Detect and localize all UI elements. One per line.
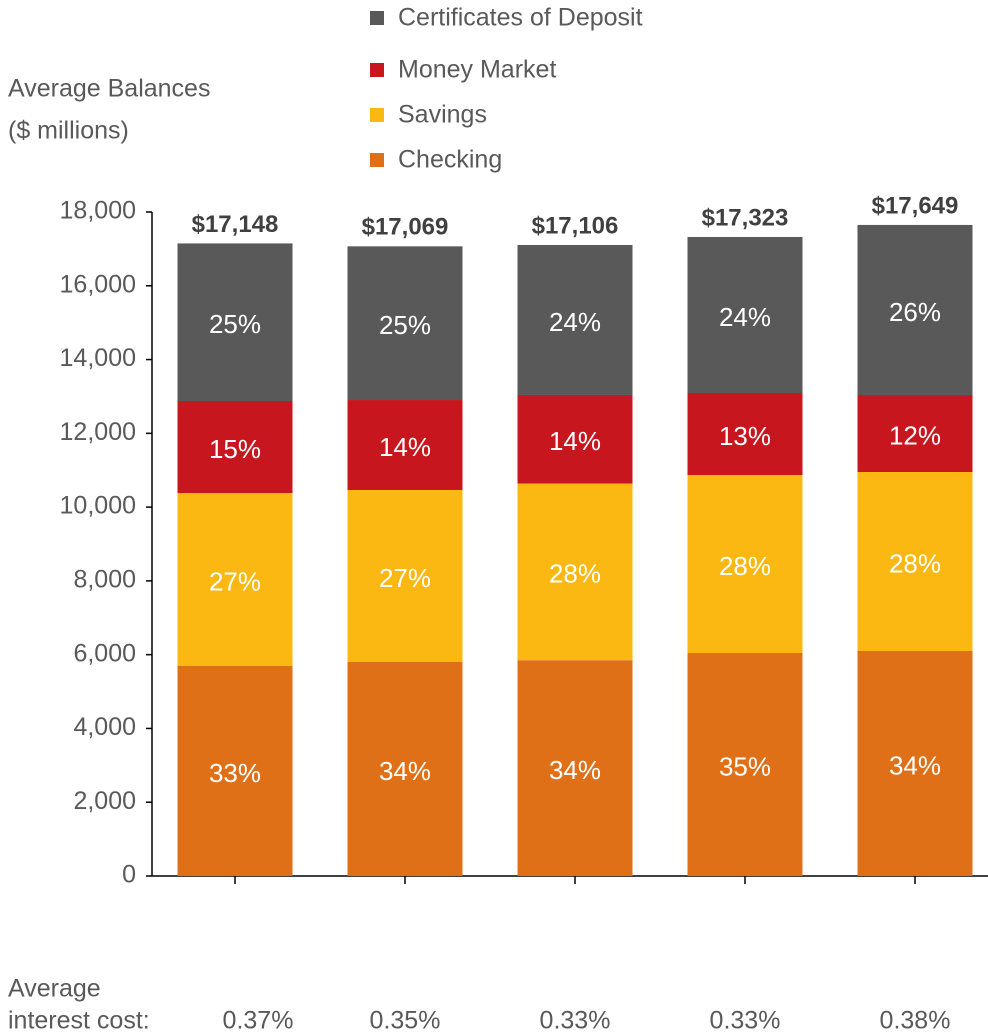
legend-swatch [370, 63, 384, 77]
y-tick-label: 14,000 [60, 344, 136, 372]
bar-segment [687, 653, 803, 876]
y-axis-title: Average Balances [8, 75, 210, 103]
bar-segment [347, 246, 463, 401]
segment-label: 13% [719, 421, 771, 451]
interest-label: interest cost: [8, 1007, 150, 1035]
y-tick-label: 2,000 [73, 787, 136, 815]
bar-segment [347, 400, 463, 490]
segment-label: 14% [549, 426, 601, 456]
bar-segment [857, 471, 973, 652]
y-tick-label: 16,000 [60, 270, 136, 298]
legend-swatch [370, 153, 384, 167]
legend-label: Money Market [398, 56, 556, 84]
total-label: $17,649 [872, 192, 959, 219]
bar-segment [857, 395, 973, 472]
legend-label: Savings [398, 101, 487, 129]
total-label: $17,323 [702, 204, 789, 231]
y-tick-label: 10,000 [60, 492, 136, 520]
segment-label: 24% [549, 307, 601, 337]
segment-label: 12% [889, 420, 941, 450]
bar-segment [177, 493, 293, 666]
interest-cost: 0.35% [370, 1007, 441, 1035]
segment-label: 24% [719, 302, 771, 332]
segment-label: 26% [889, 297, 941, 327]
legend-label: Certificates of Deposit [398, 4, 643, 32]
interest-cost: 0.33% [540, 1007, 611, 1035]
bar-segment [347, 662, 463, 876]
y-tick-label: 4,000 [73, 713, 136, 741]
y-tick-label: 0 [122, 861, 136, 889]
bar-segment [177, 401, 293, 494]
total-label: $17,106 [532, 212, 619, 239]
bar-segment [857, 651, 973, 876]
interest-cost: 0.38% [880, 1007, 951, 1035]
segment-label: 25% [379, 310, 431, 340]
segment-label: 15% [209, 434, 261, 464]
legend-label: Checking [398, 146, 502, 174]
segment-label: 27% [209, 566, 261, 596]
bar-segment [517, 244, 633, 395]
y-tick-label: 8,000 [73, 565, 136, 593]
segment-label: 33% [209, 758, 261, 788]
bar-segment [517, 660, 633, 876]
segment-label: 35% [719, 751, 771, 781]
y-tick-label: 18,000 [60, 197, 136, 225]
segment-label: 14% [379, 432, 431, 462]
y-axis-title: ($ millions) [8, 117, 129, 145]
total-label: $17,069 [362, 214, 449, 241]
interest-label: Average [8, 975, 101, 1003]
total-label: $17,148 [192, 211, 279, 238]
y-tick-label: 12,000 [60, 418, 136, 446]
segment-label: 34% [889, 750, 941, 780]
legend-swatch [370, 11, 384, 25]
interest-cost: 0.37% [223, 1007, 294, 1035]
bar-segment [517, 483, 633, 661]
segment-label: 28% [889, 548, 941, 578]
bar-segment [177, 665, 293, 876]
segment-label: 34% [379, 756, 431, 786]
bar-segment [177, 243, 293, 402]
bar-segment [517, 394, 633, 484]
bar-segment [687, 236, 803, 394]
bar-segment [687, 393, 803, 476]
bar-segment [687, 475, 803, 654]
bar-segment [347, 489, 463, 663]
segment-label: 28% [549, 559, 601, 589]
segment-label: 27% [379, 563, 431, 593]
legend-swatch [370, 108, 384, 122]
interest-cost: 0.33% [710, 1007, 781, 1035]
segment-label: 34% [549, 755, 601, 785]
segment-label: 28% [719, 551, 771, 581]
segment-label: 25% [209, 309, 261, 339]
y-tick-label: 6,000 [73, 639, 136, 667]
bar-segment [857, 224, 973, 396]
